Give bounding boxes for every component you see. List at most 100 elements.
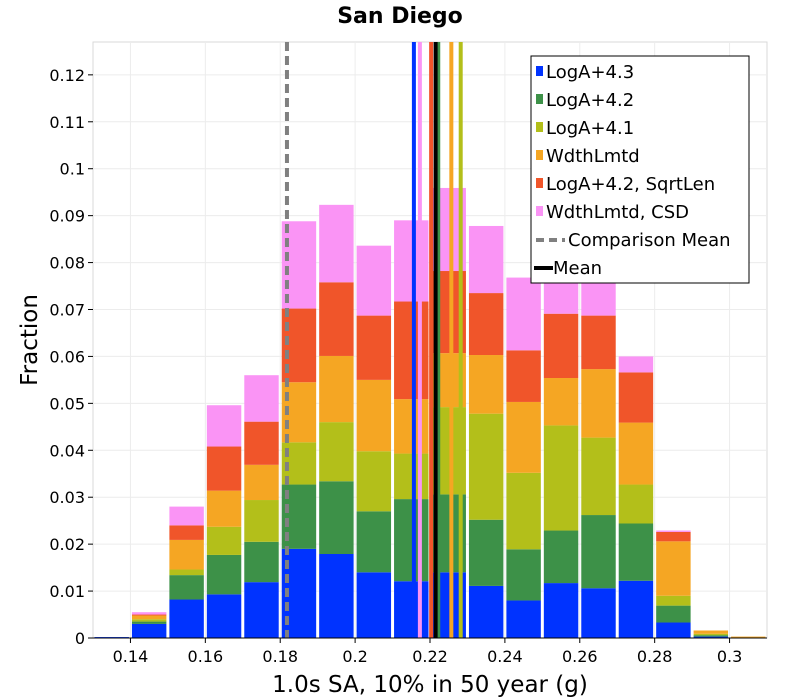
bar-segment — [506, 277, 541, 351]
y-tick-label: 0.05 — [49, 394, 85, 413]
legend-box — [530, 55, 750, 284]
x-tick-label: 0.24 — [487, 647, 523, 666]
bar-segment — [244, 464, 279, 501]
bar-segment — [693, 630, 729, 634]
bar-segment — [319, 481, 354, 554]
bar-segment — [693, 633, 729, 636]
bar-segment — [169, 575, 204, 600]
bar-segment — [319, 422, 354, 482]
bar-segment — [656, 595, 691, 606]
chart-title: San Diego — [337, 4, 463, 29]
bar-segment — [506, 401, 541, 473]
bar-segment — [319, 553, 354, 638]
bar-segment — [656, 605, 691, 623]
legend: LogA+4.3 LogA+4.2 LogA+4.1 WdthLmtd LogA+4.2… — [530, 55, 750, 284]
y-tick-label: 0.11 — [49, 113, 85, 132]
bar-segment — [468, 293, 504, 356]
y-tick-label: 0.12 — [49, 66, 85, 85]
bar-segment — [468, 585, 504, 638]
y-tick-label: 0.09 — [49, 207, 85, 226]
x-tick-label: 0.28 — [637, 647, 673, 666]
bar-segment — [693, 635, 729, 637]
x-tick-label: 0.22 — [412, 647, 448, 666]
bar-segment — [319, 204, 354, 283]
legend-swatch — [536, 66, 543, 76]
x-axis-ticks: 0.14 0.16 0.18 0.2 0.22 0.24 0.26 0.28 0.3 — [113, 638, 742, 666]
bar-segment — [543, 313, 579, 379]
bar-segment — [244, 582, 279, 638]
x-axis-label: 1.0s SA, 10% in 50 year (g) — [272, 672, 588, 698]
legend-swatch — [536, 94, 543, 104]
bar-segment — [131, 621, 167, 624]
bar-segment — [394, 220, 429, 302]
bar-segment — [506, 600, 541, 638]
bar-segment — [618, 523, 654, 581]
x-tick-label: 0.2 — [342, 647, 367, 666]
y-tick-label: 0.08 — [49, 254, 85, 273]
legend-swatch — [536, 178, 543, 188]
y-axis-ticks: 0 0.01 0.02 0.03 0.04 0.05 0.06 0.07 0.08 0.09 0.1… — [49, 66, 93, 648]
bar-segment — [206, 554, 242, 595]
bar-segment — [356, 511, 392, 573]
stacked-bars — [94, 187, 766, 638]
bar-segment — [656, 531, 691, 542]
bar-segment — [468, 413, 504, 520]
y-tick-label: 0.1 — [60, 160, 85, 179]
bar-segment — [506, 472, 541, 550]
bar-segment — [244, 500, 279, 542]
legend-label: Mean — [553, 258, 602, 279]
bar-segment — [131, 612, 167, 615]
legend-label: LogA+4.3 — [546, 62, 634, 83]
bar-segment — [468, 225, 504, 294]
bar-segment — [356, 572, 392, 638]
bar-segment — [618, 356, 654, 373]
bar-segment — [468, 519, 504, 586]
bar-segment — [206, 490, 242, 527]
legend-label: Comparison Mean — [568, 230, 731, 251]
bar-segment — [394, 581, 429, 638]
bar-segment — [693, 636, 729, 638]
y-axis-label: Fraction — [17, 294, 43, 386]
bar-segment — [356, 245, 392, 316]
bar-segment — [131, 615, 167, 620]
y-tick-label: 0.07 — [49, 300, 85, 319]
x-tick-label: 0.16 — [188, 647, 224, 666]
legend-swatch — [536, 206, 543, 216]
legend-label: WdthLmtd, CSD — [546, 202, 689, 223]
bar-segment — [169, 569, 204, 576]
bar-segment — [244, 421, 279, 465]
bar-segment — [581, 369, 616, 438]
bar-segment — [581, 437, 616, 516]
legend-label: LogA+4.2 — [546, 90, 634, 111]
bar-segment — [131, 623, 167, 638]
bar-segment — [543, 530, 579, 584]
bar-segment — [394, 399, 429, 454]
bar-segment — [319, 282, 354, 356]
legend-swatch — [536, 122, 543, 132]
mean-lines — [284, 42, 463, 638]
bar-segment — [206, 594, 242, 638]
y-tick-label: 0.01 — [49, 582, 85, 601]
bar-segment — [394, 453, 429, 500]
bar-segment — [618, 580, 654, 638]
bar-segment — [169, 506, 204, 526]
legend-label: LogA+4.1 — [546, 118, 634, 139]
bar-segment — [581, 515, 616, 589]
bar-segment — [356, 315, 392, 380]
bar-segment — [169, 525, 204, 540]
bar-segment — [206, 526, 242, 555]
bar-segment — [394, 499, 429, 582]
bar-segment — [169, 599, 204, 638]
x-tick-label: 0.26 — [562, 647, 598, 666]
bar-segment — [506, 350, 541, 402]
bar-segment — [319, 355, 354, 423]
bar-segment — [656, 530, 691, 532]
y-tick-label: 0.04 — [49, 441, 85, 460]
legend-label: LogA+4.2, SqrtLen — [546, 174, 715, 195]
bar-segment — [543, 378, 579, 426]
y-tick-label: 0 — [75, 629, 85, 648]
bar-segment — [581, 588, 616, 638]
bar-segment — [468, 355, 504, 414]
bar-segment — [244, 375, 279, 422]
